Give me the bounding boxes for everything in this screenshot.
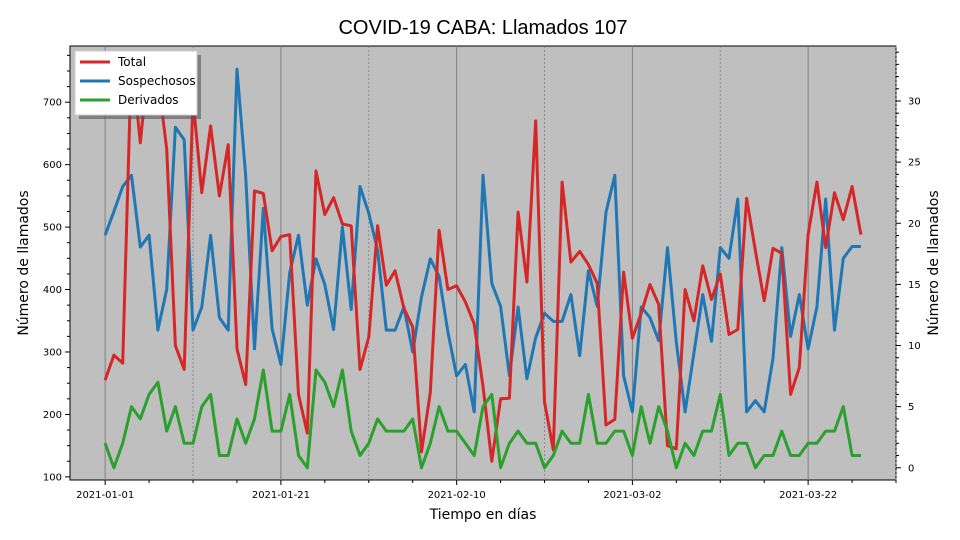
y-tick-label: 300 bbox=[43, 347, 62, 358]
y-axis-label-right: Número de llamados bbox=[926, 190, 942, 335]
y2-tick-label: 15 bbox=[908, 280, 921, 291]
x-axis-label: Tiempo en días bbox=[429, 507, 537, 523]
y2-tick-label: 5 bbox=[908, 402, 914, 413]
x-tick-label: 2021-03-22 bbox=[779, 490, 837, 501]
y2-tick-label: 20 bbox=[908, 219, 921, 230]
chart-title: COVID-19 CABA: Llamados 107 bbox=[338, 17, 627, 39]
y2-tick-label: 25 bbox=[908, 158, 921, 169]
y2-tick-label: 0 bbox=[908, 463, 914, 474]
y2-tick-label: 30 bbox=[908, 97, 921, 108]
y-tick-label: 500 bbox=[43, 223, 62, 234]
y-tick-label: 600 bbox=[43, 160, 62, 171]
y-tick-label: 100 bbox=[43, 472, 62, 483]
series-line-total bbox=[103, 53, 863, 463]
y-tick-label: 200 bbox=[43, 410, 62, 421]
x-tick-label: 2021-01-01 bbox=[76, 490, 134, 501]
legend-label: Sospechosos bbox=[118, 74, 196, 88]
y-tick-label: 700 bbox=[43, 98, 62, 109]
series-line-derivados bbox=[103, 368, 861, 470]
legend-label: Derivados bbox=[118, 93, 179, 107]
y2-tick-label: 10 bbox=[908, 341, 921, 352]
y-axis-label-left: Número de llamados bbox=[16, 190, 32, 335]
y-axis-left: 100 200 300 400 500 600 700 bbox=[43, 54, 70, 483]
x-tick-label: 2021-01-21 bbox=[252, 490, 310, 501]
legend: Total Sospechosos Derivados bbox=[74, 50, 201, 119]
x-tick-label: 2021-02-10 bbox=[428, 490, 486, 501]
legend-label: Total bbox=[117, 55, 146, 69]
x-axis: 2021-01-01 2021-01-21 2021-02-10 2021-03-02… bbox=[76, 480, 897, 501]
x-tick-label: 2021-03-02 bbox=[603, 490, 661, 501]
y-axis-right: 0 5 10 15 20 25 30 bbox=[896, 51, 921, 474]
series-layer bbox=[103, 53, 863, 470]
y-tick-label: 400 bbox=[43, 285, 62, 296]
